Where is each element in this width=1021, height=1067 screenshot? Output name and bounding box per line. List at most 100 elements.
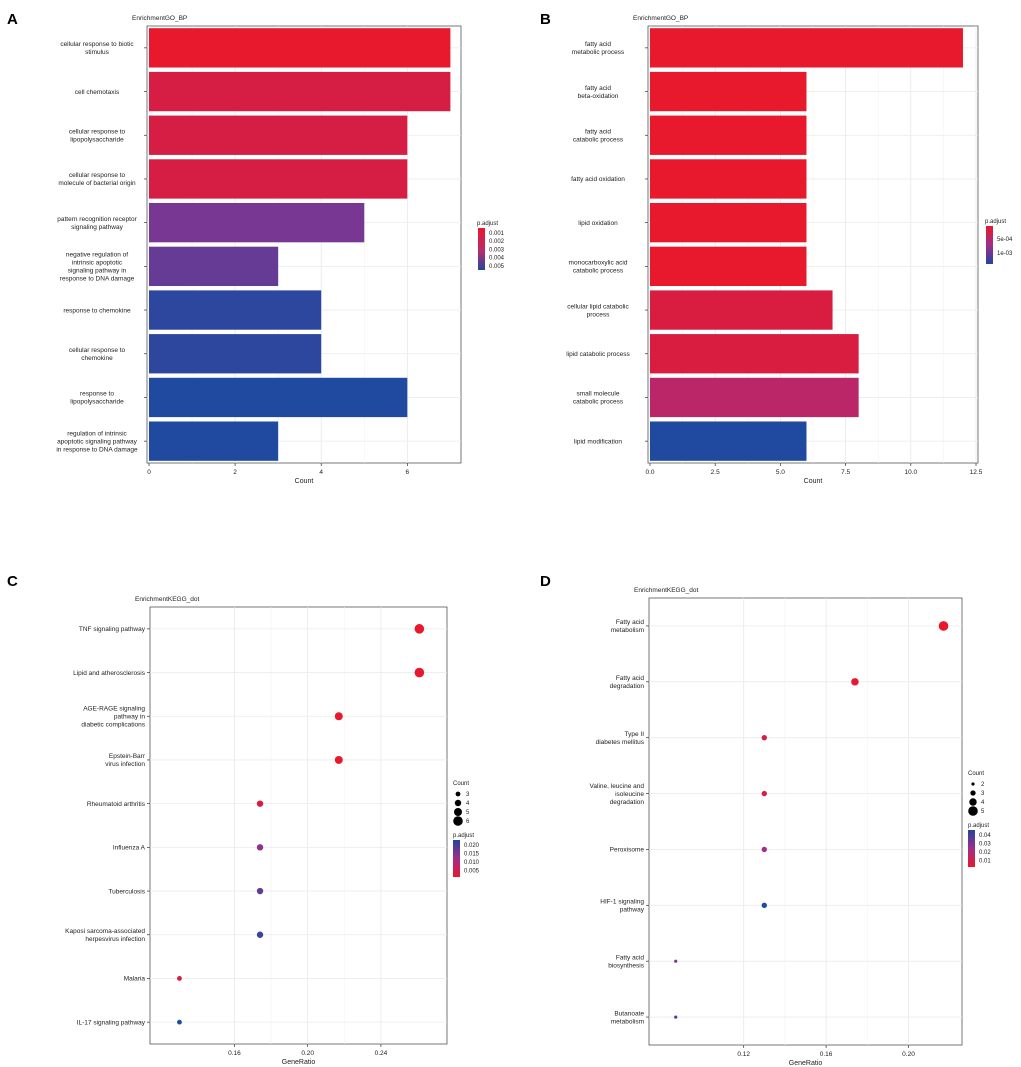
legend-title: p.adjust: [985, 219, 1006, 225]
category-label: small molecule: [577, 391, 620, 398]
x-tick-label: 0.12: [737, 1051, 750, 1058]
bar: [650, 115, 807, 155]
category-label: response to: [80, 391, 114, 398]
category-label: biosynthesis: [608, 962, 645, 969]
plot-title: EnrichmentKEGG_dot: [634, 587, 699, 594]
x-tick-label: 12.5: [970, 469, 983, 476]
category-label: chemokine: [81, 355, 113, 362]
colorbar-label: 0.005: [464, 869, 480, 875]
colorbar-label: 5e-04: [997, 237, 1013, 243]
x-tick-label: 0.16: [228, 1050, 241, 1057]
category-label: cell chemotaxis: [75, 89, 120, 96]
category-label: cellular response to: [69, 347, 126, 354]
point: [414, 624, 425, 634]
point: [414, 667, 425, 678]
panel-c: C EnrichmentKEGG_dot TNF signaling pathway…: [7, 573, 480, 1066]
x-tick-label: 4: [319, 469, 323, 476]
bar: [149, 115, 408, 155]
size-legend-label: 5: [981, 809, 985, 815]
bar: [149, 202, 365, 243]
x-tick-label: 5.0: [776, 469, 785, 476]
category-label: catabolic process: [573, 399, 624, 406]
point: [256, 800, 264, 807]
category-label: cellular response to biotic: [60, 41, 134, 48]
category-label: monocarboxylic acid: [569, 260, 628, 267]
x-axis-label: GeneRatio: [282, 1059, 316, 1066]
category-label: lipid oxidation: [578, 220, 618, 227]
x-axis-label: Count: [295, 478, 314, 485]
category-label: TNF signaling pathway: [79, 626, 146, 633]
panel-letter: B: [540, 11, 551, 28]
x-tick-label: 6: [406, 469, 410, 476]
point: [177, 1019, 182, 1025]
legend-title: p.adjust: [477, 221, 498, 227]
category-label: Influenza A: [113, 845, 146, 852]
colorbar: [453, 840, 460, 877]
category-label: Butanoate: [614, 1010, 644, 1017]
panel-a: A EnrichmentGO_BP cellular response to bio…: [7, 11, 505, 485]
category-label: Epstein-Barr: [109, 753, 146, 760]
category-label: apoptotic signaling pathway: [57, 438, 138, 445]
category-label: Rheumatoid arthritis: [87, 801, 146, 808]
category-label: fatty acid: [585, 41, 611, 48]
colorbar-label: 0.003: [489, 247, 505, 253]
x-tick-label: 0.20: [902, 1051, 915, 1058]
category-label: Type II: [624, 731, 644, 738]
category-label: lipid modification: [574, 438, 622, 445]
category-label: herpesvirus infection: [85, 936, 145, 943]
category-label: lipopolysaccharide: [70, 399, 124, 406]
category-label: catabolic process: [573, 268, 624, 275]
category-label: diabetes mellitus: [596, 739, 645, 746]
category-label: Tuberculosis: [108, 888, 145, 895]
x-tick-label: 2.5: [711, 469, 720, 476]
bar: [650, 246, 807, 287]
bar: [149, 334, 322, 374]
category-label: beta-oxidation: [578, 93, 619, 100]
category-label: regulation of intrinsic: [67, 430, 127, 437]
colorbar-label: 0.020: [464, 843, 480, 849]
category-label: Fatty acid: [616, 619, 645, 626]
size-legend-title: Count: [968, 771, 984, 777]
plot-frame: [149, 606, 448, 1045]
x-axis-label: GeneRatio: [789, 1060, 823, 1067]
size-legend-label: 2: [981, 782, 985, 788]
x-tick-label: 10.0: [904, 469, 917, 476]
point: [761, 902, 767, 908]
size-legend-dot: [455, 791, 461, 797]
colorbar-label: 0.01: [979, 859, 991, 865]
plot-frame: [648, 597, 963, 1046]
colorbar-label: 0.02: [979, 850, 991, 856]
category-label: stimulus: [85, 49, 110, 56]
category-label: metabolism: [611, 627, 644, 634]
point: [256, 887, 264, 895]
bar: [650, 159, 807, 199]
point: [334, 712, 343, 721]
size-legend-dot: [971, 782, 975, 786]
category-label: Peroxisome: [610, 847, 645, 854]
category-label: Valine, leucine and: [590, 783, 645, 790]
legend: p.adjust 5e-04 1e-03: [985, 219, 1013, 264]
size-legend-dot: [454, 799, 462, 807]
point: [674, 959, 678, 963]
size-legend-label: 3: [466, 792, 470, 798]
category-label: IL-17 signaling pathway: [77, 1019, 146, 1026]
x-tick-label: 2: [233, 469, 237, 476]
x-tick-label: 0.24: [375, 1050, 388, 1057]
category-label: Malaria: [124, 976, 146, 983]
category-label: diabetic complications: [81, 721, 145, 728]
bar: [650, 377, 859, 418]
category-label: negative regulation of: [66, 252, 128, 259]
x-tick-label: 7.5: [841, 469, 850, 476]
bar: [650, 334, 859, 374]
point: [177, 976, 182, 981]
category-label: in response to DNA damage: [56, 446, 138, 453]
point: [761, 790, 767, 797]
size-legend-dot: [968, 806, 978, 816]
bar: [149, 28, 451, 68]
x-tick-label: 0.20: [301, 1050, 314, 1057]
bar: [149, 71, 451, 112]
category-label: process: [587, 311, 611, 318]
